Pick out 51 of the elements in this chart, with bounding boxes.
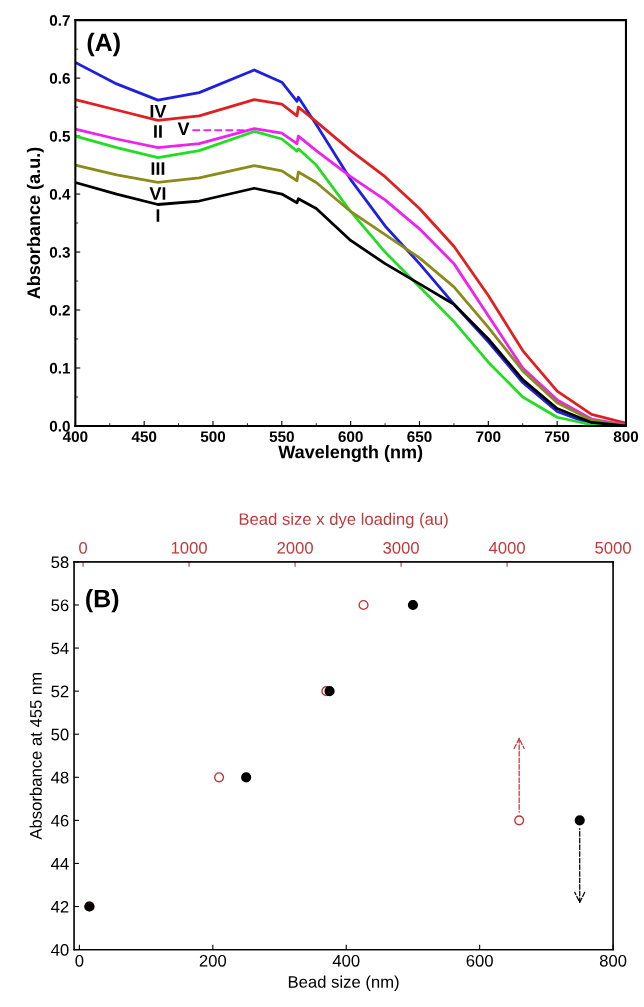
x-axis-title: Wavelength (nm) [278, 445, 423, 462]
chart-title: (A) [87, 32, 120, 57]
x2-axis-title: Bead size x dye loading (au) [239, 512, 448, 529]
x-tick-label: 650 [407, 431, 432, 443]
x-tick-label: 500 [200, 431, 226, 443]
y-tick-label: 0.3 [49, 246, 70, 258]
series-label: VI [149, 187, 166, 200]
y-tick-label: 0.4 [49, 188, 71, 200]
x-tick-label: 0 [75, 954, 84, 967]
x-tick-label: 600 [338, 431, 363, 443]
y-tick-label: 42 [51, 900, 69, 913]
y-tick-label: 56 [51, 599, 69, 612]
series-label: V [177, 122, 190, 135]
x-axis-title: Bead size (nm) [288, 975, 399, 992]
y-tick-label: 54 [51, 642, 69, 655]
x-tick-label: 550 [269, 431, 294, 443]
y-tick-label: 0.1 [49, 362, 71, 374]
y-tick-label: 46 [51, 814, 69, 827]
x-tick-label: 600 [466, 954, 493, 967]
x-tick-label: 400 [62, 431, 88, 443]
x2-tick-label: 1000 [171, 541, 207, 554]
y-tick-label: 0.2 [49, 304, 70, 316]
series-label: II [154, 125, 162, 138]
x2-tick-label: 2000 [277, 541, 313, 554]
y-tick-label: 48 [51, 771, 69, 784]
x2-tick-label: 5000 [595, 541, 631, 554]
x-tick-label: 450 [131, 431, 157, 443]
y-tick-label: 58 [51, 556, 69, 569]
series-label: IV [150, 104, 167, 118]
text: (B) [86, 589, 119, 613]
y-tick-label: 0.6 [49, 72, 70, 84]
y-tick-label: 0.7 [49, 15, 70, 26]
x2-tick-label: 0 [79, 541, 88, 554]
x-tick-label: 750 [545, 431, 570, 443]
y-tick-label: 40 [51, 944, 69, 956]
y-tick-label: 0.5 [49, 130, 71, 142]
x2-tick-label: 4000 [488, 541, 525, 554]
y-tick-label: 50 [51, 728, 69, 741]
x-tick-label: 700 [476, 431, 501, 443]
y-tick-label: 44 [51, 858, 69, 870]
series-label: I [156, 209, 160, 222]
x-tick-label: 800 [599, 954, 627, 967]
y-tick-label: 52 [51, 685, 69, 698]
y-tick-label: 0.0 [49, 420, 70, 432]
x-tick-label: 800 [613, 431, 639, 443]
y-axis-title: Absorbance at 455 nm [29, 673, 42, 840]
x2-tick-label: 3000 [383, 541, 419, 554]
x-tick-label: 200 [199, 954, 227, 967]
x-tick-label: 400 [332, 954, 360, 967]
series-label: III [151, 162, 165, 175]
y-axis-title: Absorbance (a.u.) [26, 147, 44, 299]
